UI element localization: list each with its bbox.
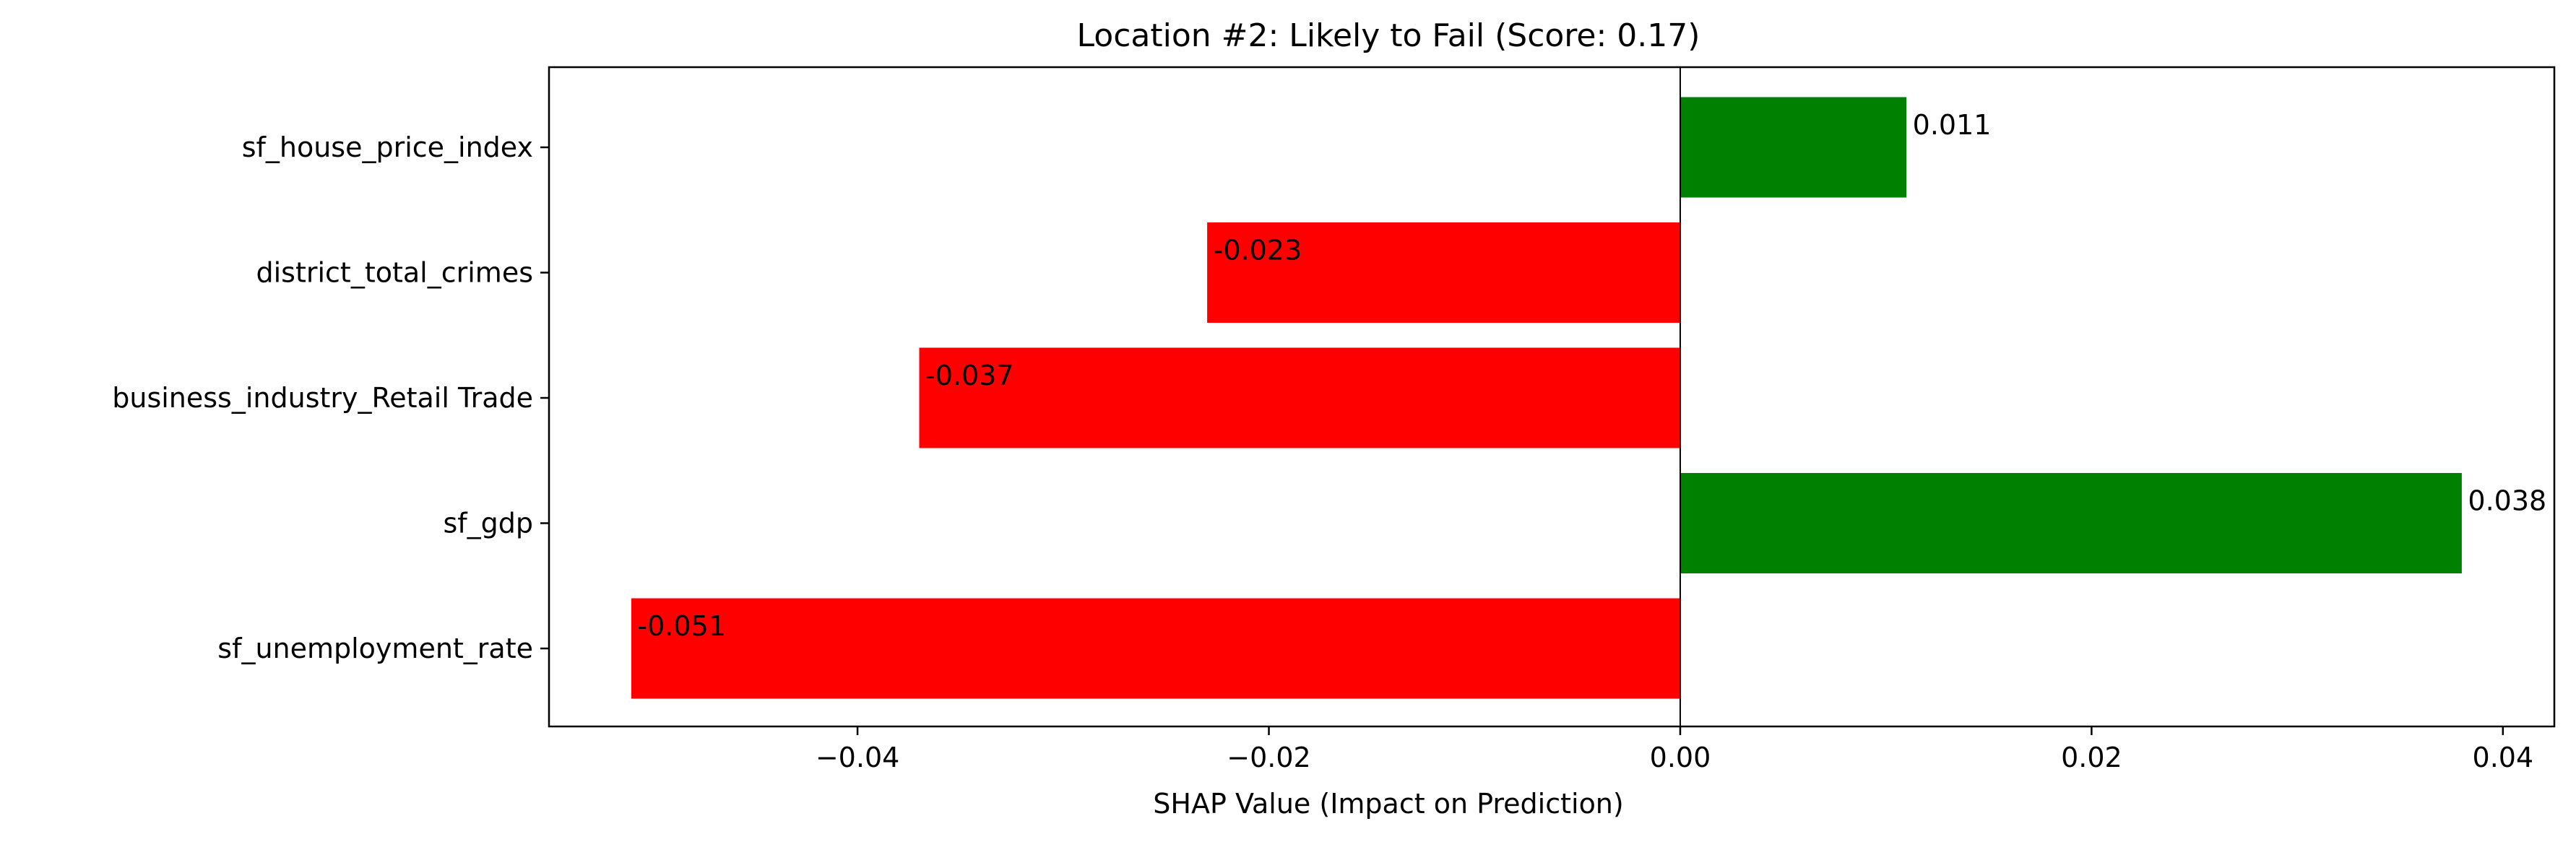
bar-sf-house-price-index: [1680, 97, 1907, 198]
y-axis: sf_house_price_index district_total_crime…: [112, 131, 549, 664]
y-tick-label: district_total_crimes: [256, 257, 533, 289]
y-tick-label: sf_unemployment_rate: [217, 633, 533, 664]
bar-value-label: -0.037: [925, 360, 1014, 391]
chart-title: Location #2: Likely to Fail (Score: 0.17…: [1077, 17, 1700, 54]
y-tick-label: sf_gdp: [443, 508, 533, 539]
x-tick-label: 0.04: [2473, 742, 2534, 773]
bar-value-label: -0.023: [1214, 235, 1302, 266]
bar-district-total-crimes: [1207, 222, 1680, 323]
x-axis: −0.04 −0.02 0.00 0.02 0.04: [816, 726, 2533, 773]
bar-business-industry-retail-trade: [919, 347, 1680, 448]
x-tick-label: −0.02: [1227, 742, 1310, 773]
y-tick-label: business_industry_Retail Trade: [112, 382, 533, 414]
bar-sf-unemployment-rate: [631, 598, 1680, 699]
bar-sf-gdp: [1680, 473, 2462, 573]
y-tick-label: sf_house_price_index: [242, 131, 533, 163]
x-axis-label: SHAP Value (Impact on Prediction): [1153, 788, 1623, 820]
bar-value-label: 0.038: [2468, 485, 2546, 517]
bars-layer: [631, 97, 2462, 699]
bar-value-label: -0.051: [637, 610, 726, 642]
x-tick-label: 0.00: [1650, 742, 1711, 773]
x-tick-label: 0.02: [2061, 742, 2122, 773]
bar-value-label: 0.011: [1913, 109, 1992, 141]
x-tick-label: −0.04: [816, 742, 899, 773]
bar-value-labels: 0.011 -0.023 -0.037 0.038 -0.051: [637, 109, 2546, 642]
plot-frame: [548, 66, 2556, 728]
